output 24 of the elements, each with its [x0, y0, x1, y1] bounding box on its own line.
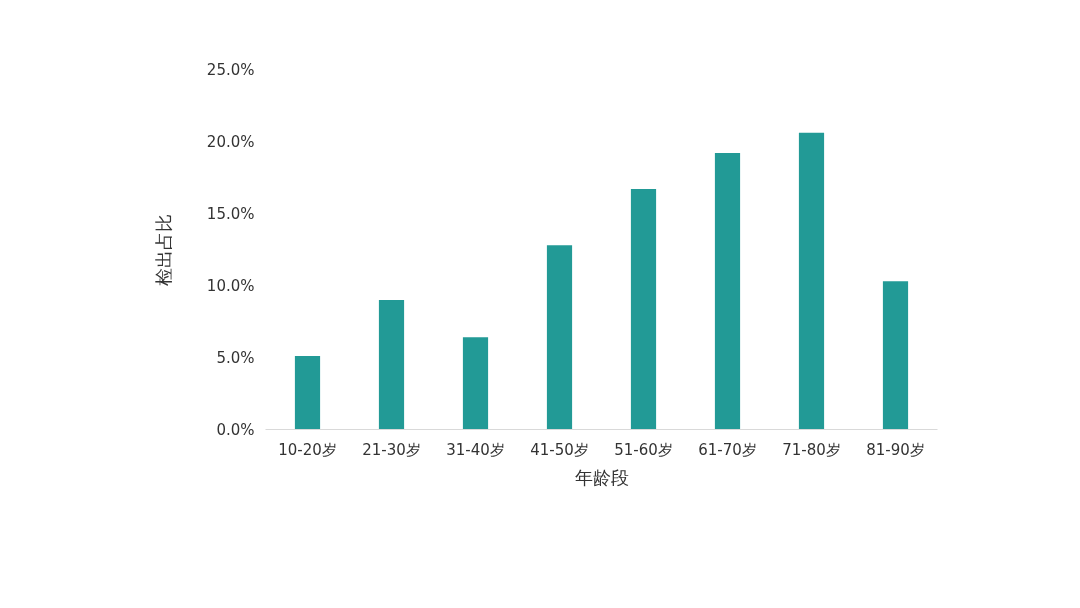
y-axis-title: 检出占比	[152, 213, 174, 286]
bar	[546, 245, 573, 430]
bar	[882, 281, 909, 430]
x-tick-label: 51-60岁	[614, 440, 673, 459]
x-tick-label: 21-30岁	[362, 440, 421, 459]
x-tick-label: 31-40岁	[446, 440, 505, 459]
y-tick-label: 5.0%	[216, 348, 255, 367]
bar	[462, 337, 489, 430]
bar	[378, 299, 405, 430]
y-tick-label: 10.0%	[206, 276, 255, 295]
y-tick-label: 20.0%	[206, 132, 255, 151]
x-tick-label: 81-90岁	[866, 440, 925, 459]
x-axis-title: 年龄段	[574, 466, 629, 488]
bar	[714, 153, 741, 430]
bar	[294, 356, 321, 430]
x-tick-label: 10-20岁	[278, 440, 337, 459]
y-tick-label: 25.0%	[206, 60, 255, 79]
bar	[798, 132, 825, 430]
bar	[630, 189, 657, 430]
y-tick-label: 0.0%	[216, 420, 255, 439]
x-tick-label: 71-80岁	[782, 440, 841, 459]
y-tick-label: 15.0%	[206, 204, 255, 223]
x-tick-label: 61-70岁	[698, 440, 757, 459]
x-tick-label: 41-50岁	[530, 440, 589, 459]
